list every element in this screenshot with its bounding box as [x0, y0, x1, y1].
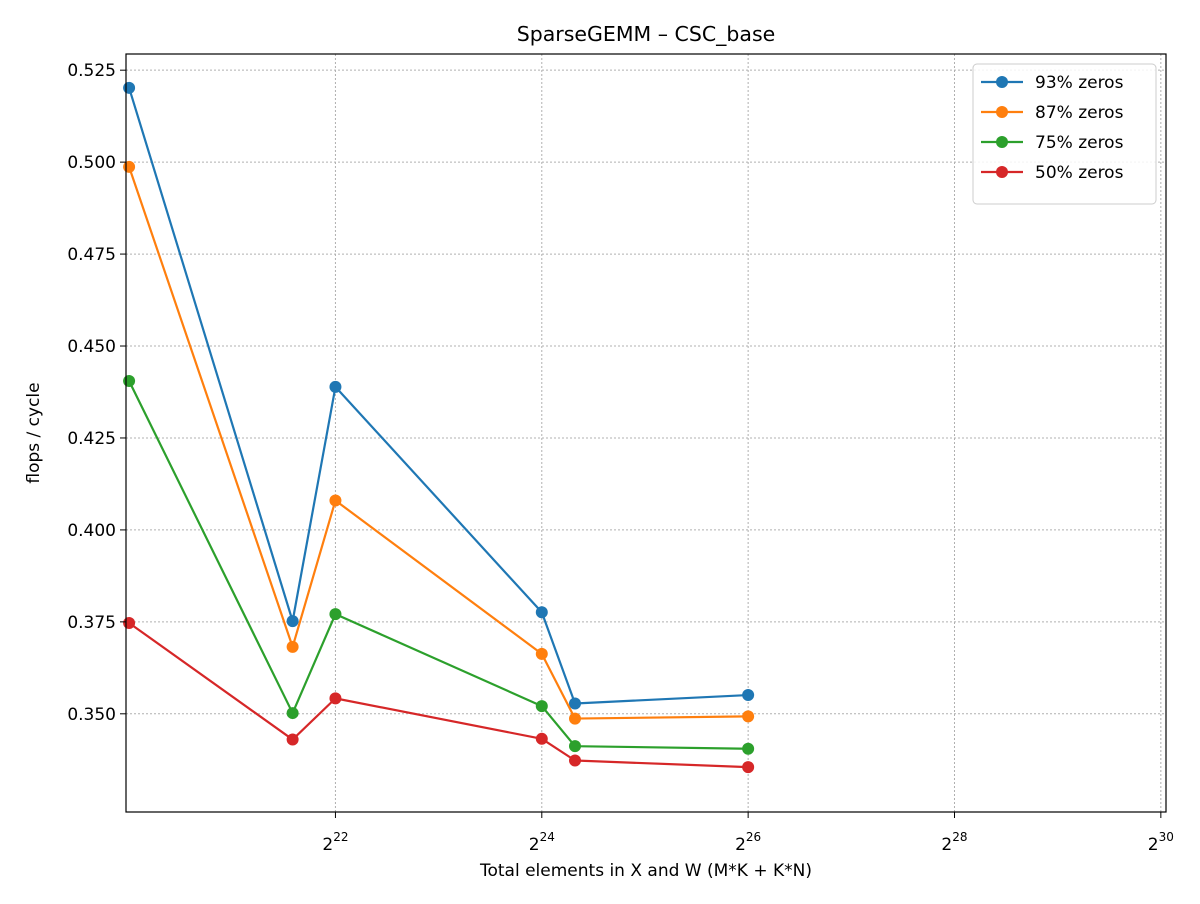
x-tick-label: 224 [529, 830, 555, 855]
x-tick-base: 2 [529, 835, 540, 855]
data-point [123, 616, 136, 629]
y-tick-label: 0.375 [67, 613, 116, 633]
x-tick-exponent: 28 [952, 830, 967, 844]
legend-box [972, 63, 1157, 205]
legend-marker [996, 166, 1008, 178]
data-point [742, 761, 755, 774]
series-2 [123, 160, 755, 725]
data-point [569, 754, 582, 767]
data-point [742, 689, 755, 702]
series-1 [123, 81, 755, 710]
data-point [123, 374, 136, 387]
x-tick-base: 2 [735, 835, 746, 855]
legend-marker [996, 76, 1008, 88]
y-axis-label: flops / cycle [24, 382, 44, 483]
data-point [535, 700, 548, 713]
data-point [329, 608, 342, 621]
legend-marker [996, 106, 1008, 118]
legend: 93% zeros 87% zeros 75% zeros 50% zeros [972, 63, 1157, 205]
legend-label: 93% zeros [1035, 73, 1124, 93]
data-point [535, 647, 548, 660]
y-tick-label: 0.400 [67, 521, 116, 541]
data-point [123, 160, 136, 173]
data-point [286, 733, 299, 746]
y-tick-label: 0.525 [67, 61, 116, 81]
series-3 [123, 374, 755, 755]
series-line [128, 87, 749, 705]
chart-title: SparseGEMM – CSC_base [517, 22, 776, 47]
x-tick-label: 222 [322, 830, 348, 855]
legend-label: 50% zeros [1035, 163, 1124, 183]
data-point [286, 615, 299, 628]
data-point [569, 697, 582, 710]
data-point [286, 640, 299, 653]
x-axis-label: Total elements in X and W (M*K + K*N) [479, 861, 812, 881]
data-point [569, 712, 582, 725]
series-line [128, 622, 749, 769]
series-lines [123, 81, 755, 774]
legend-marker [996, 136, 1008, 148]
x-tick-base: 2 [941, 835, 952, 855]
data-point [742, 742, 755, 755]
data-point [286, 707, 299, 720]
axis-ticks: 0.350 0.375 0.400 0.425 0.450 0.475 0.500 0.525… [67, 61, 1174, 855]
x-tick-label: 228 [941, 830, 967, 855]
data-point [329, 692, 342, 705]
x-tick-exponent: 26 [746, 830, 761, 844]
x-tick-exponent: 22 [333, 830, 348, 844]
y-tick-label: 0.350 [67, 705, 116, 725]
data-point [329, 494, 342, 507]
series-4 [123, 616, 755, 774]
plot-area-frame [125, 53, 1167, 813]
data-point [123, 81, 136, 94]
x-tick-base: 2 [322, 835, 333, 855]
x-tick-base: 2 [1148, 835, 1159, 855]
y-tick-label: 0.425 [67, 429, 116, 449]
series-line [128, 166, 749, 720]
y-tick-label: 0.475 [67, 245, 116, 265]
data-point [742, 710, 755, 723]
x-tick-exponent: 24 [540, 830, 555, 844]
legend-label: 75% zeros [1035, 133, 1124, 153]
x-tick-label: 226 [735, 830, 761, 855]
y-tick-label: 0.500 [67, 153, 116, 173]
series-line [128, 380, 749, 750]
data-point [535, 606, 548, 619]
legend-label: 87% zeros [1035, 103, 1124, 123]
x-tick-label: 230 [1148, 830, 1174, 855]
data-point [329, 380, 342, 393]
data-point [535, 732, 548, 745]
y-tick-label: 0.450 [67, 337, 116, 357]
x-tick-exponent: 30 [1159, 830, 1174, 844]
data-point [569, 740, 582, 753]
